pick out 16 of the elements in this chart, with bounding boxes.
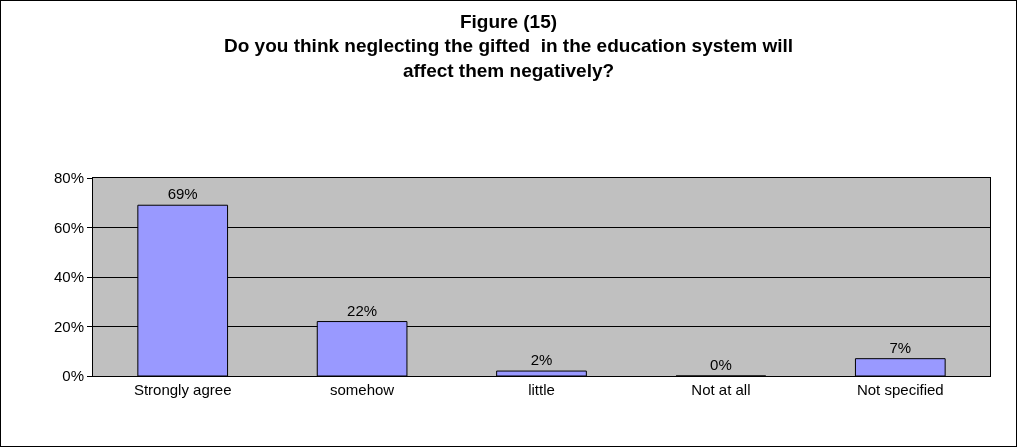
x-tick-label: Strongly agree [133,381,232,398]
x-tick-label: Not at all [691,381,751,398]
y-tick-label: 80% [53,169,84,187]
chart-title: Figure (15) Do you think neglecting the gifted in the education system will affect them negatively? [224,10,793,82]
data-label: 22% [347,301,378,319]
x-tick-label: Not specified [856,381,944,398]
x-tick-label: somehow [330,381,395,398]
data-label: 7% [889,338,912,356]
data-label: 69% [167,185,198,203]
data-label: 0% [710,356,732,373]
y-tick-label: 0% [62,367,84,385]
data-label: 2% [530,351,553,369]
y-tick-label: 60% [53,218,84,236]
x-tick-label: little [528,381,555,398]
y-tick-label: 40% [53,268,84,286]
y-tick-label: 20% [53,317,84,335]
